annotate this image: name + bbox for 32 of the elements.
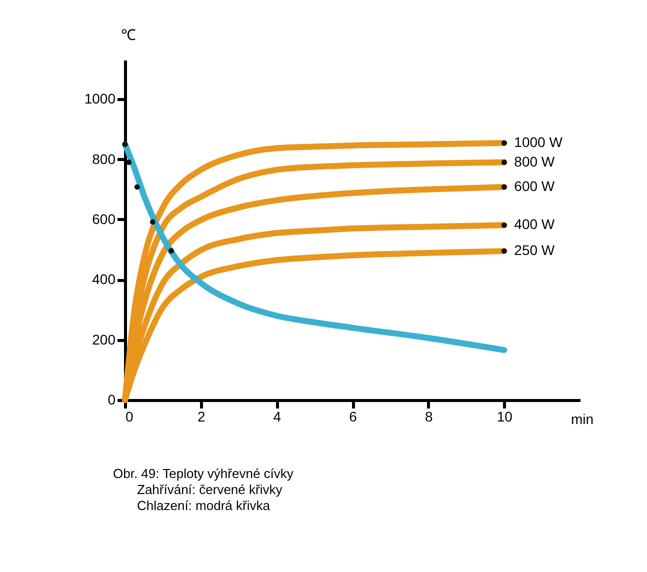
series-label: 250 W [514, 242, 556, 258]
point [501, 248, 507, 254]
text: Obr. 49: Teploty výhřevné cívky [113, 466, 294, 481]
series-label: 800 W [514, 153, 556, 170]
x-tick-label: 10 [496, 408, 513, 424]
y-tick-label: 600 [92, 210, 116, 227]
point [134, 184, 140, 190]
text: Zahřívání: červené křivky [137, 482, 283, 497]
y-tick-label: 1000 [84, 90, 116, 107]
y-tick-label: 800 [92, 150, 116, 167]
point [501, 222, 507, 228]
x-tick-label: 6 [349, 408, 358, 424]
x-tick-label: 0 [126, 408, 134, 424]
x-tick-label: 4 [273, 408, 282, 424]
text: Chlazení: modrá křivka [137, 498, 271, 513]
point [122, 142, 128, 147]
series-label: 600 W [514, 178, 556, 194]
x-tick-label: 2 [197, 408, 206, 424]
y-tick-label: 400 [92, 271, 116, 288]
point [168, 248, 174, 254]
y-tick-label: 0 [108, 392, 116, 408]
point [501, 160, 507, 166]
x-tick-label: 8 [424, 408, 433, 424]
point [501, 184, 507, 190]
series-label: 400 W [514, 216, 556, 232]
point [501, 140, 507, 146]
y-tick-label: 200 [92, 331, 116, 348]
point [126, 160, 132, 166]
series-label: 1000 W [514, 134, 564, 150]
x-axis-title: min [571, 411, 594, 427]
point [150, 219, 156, 225]
y-axis-title: ℃ [121, 27, 136, 44]
